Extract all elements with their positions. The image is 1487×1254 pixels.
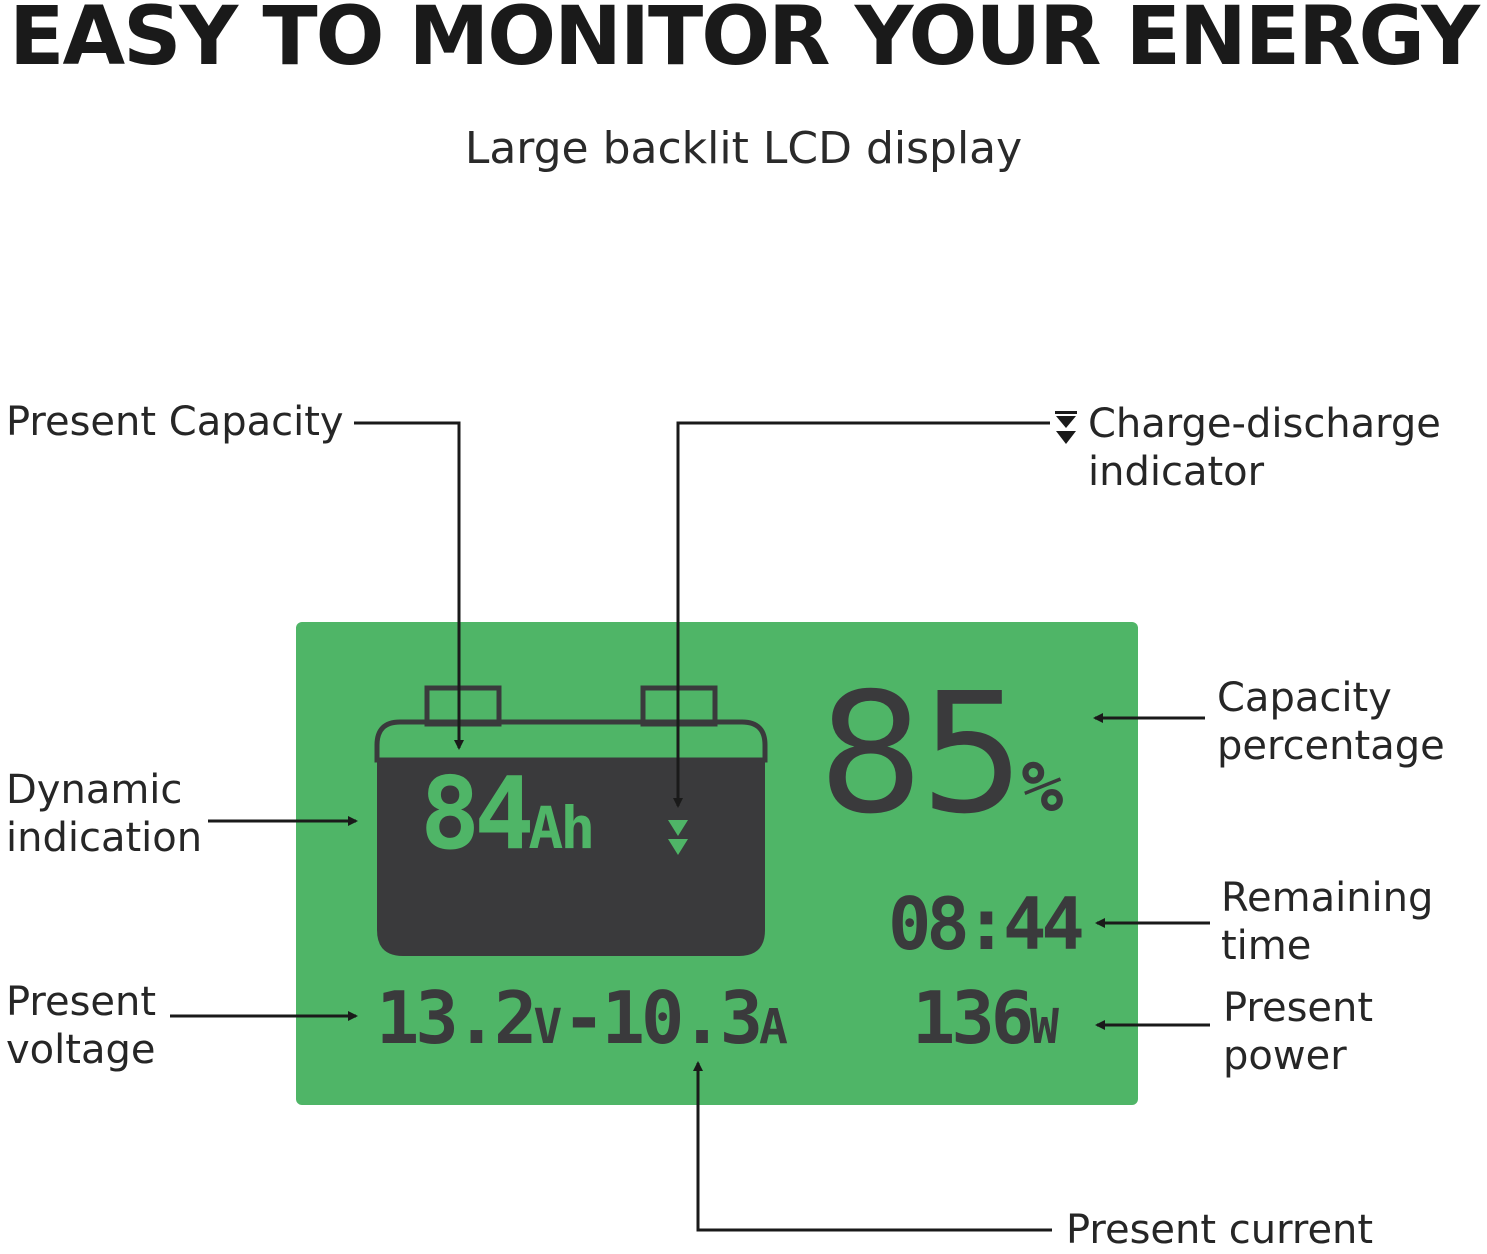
page-title: EASY TO MONITOR YOUR ENERGY (9, 0, 1480, 84)
label-line: power (1223, 1033, 1347, 1079)
label-present-power: Present power (1223, 984, 1373, 1080)
lcd-percentage-value: 85 (818, 658, 1025, 851)
lcd-remaining-time: 08:44 (888, 882, 1085, 966)
label-remaining-time: Remaining time (1221, 874, 1433, 970)
label-dynamic-indication: Dynamic indication (6, 766, 202, 862)
label-line: time (1221, 923, 1312, 969)
lcd-voltage-unit: V (533, 999, 563, 1055)
lcd-charge-arrows-icon (668, 820, 688, 855)
lcd-capacity-readout: 84Ah (420, 764, 595, 864)
charge-indicator-leader (673, 421, 1050, 808)
label-present-capacity: Present Capacity (6, 399, 344, 445)
present-capacity-leader (354, 421, 464, 750)
lcd-capacity-unit: Ah (528, 794, 595, 862)
label-line: indicator (1088, 449, 1265, 495)
label-charge-discharge-indicator: Charge-discharge indicator (1088, 400, 1441, 496)
label-line: voltage (6, 1027, 156, 1073)
lcd-power-unit: W (1030, 999, 1059, 1055)
lcd-power-readout: 136W (912, 982, 1059, 1054)
label-line: percentage (1217, 723, 1445, 769)
label-line: Charge-discharge (1088, 401, 1441, 447)
label-line: Present (6, 979, 157, 1025)
lcd-percentage-unit: % (1021, 746, 1064, 828)
page-subtitle: Large backlit LCD display (464, 123, 1023, 174)
lcd-current-value: -10.3 (562, 976, 763, 1060)
label-line: Remaining (1221, 875, 1434, 921)
lcd-voltage-current-readout: 13.2V-10.3A (376, 982, 788, 1054)
label-line: Dynamic (6, 767, 183, 813)
label-capacity-percentage: Capacity percentage (1217, 674, 1445, 770)
charge-discharge-icon (1055, 411, 1077, 444)
lcd-power-value: 136 (912, 976, 1034, 1060)
present-current-leader (693, 1061, 1052, 1232)
label-line: Present (1223, 985, 1374, 1031)
lcd-voltage-value: 13.2 (376, 976, 537, 1060)
lcd-current-unit: A (759, 999, 788, 1055)
lcd-capacity-value: 84 (420, 755, 534, 872)
label-line: indication (6, 815, 203, 861)
lcd-percentage-readout: 85% (818, 672, 1063, 838)
label-present-voltage: Present voltage (6, 978, 156, 1074)
label-present-current: Present current (1066, 1207, 1374, 1253)
label-line: Capacity (1217, 675, 1392, 721)
